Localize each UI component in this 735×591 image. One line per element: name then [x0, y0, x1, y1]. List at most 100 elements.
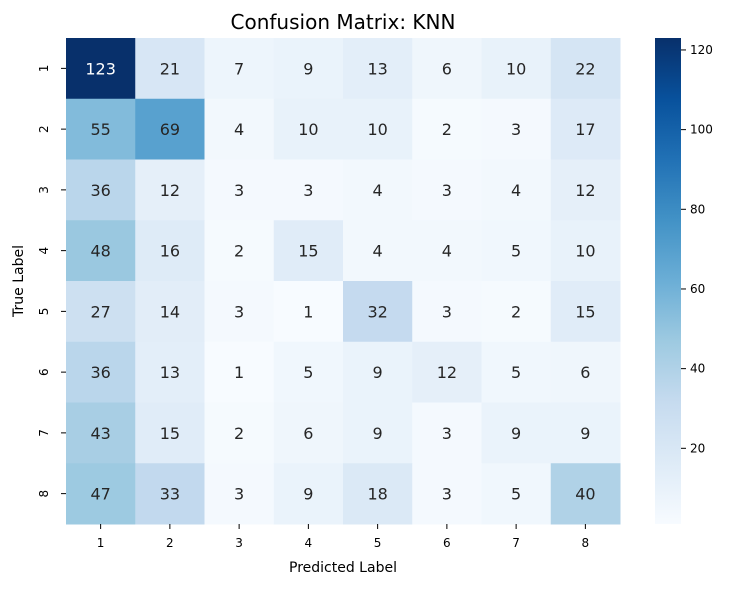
heatmap-cell-r4-c6 — [412, 220, 482, 282]
cell-value-label: 15 — [160, 424, 180, 443]
heatmap-cell-r3-c4 — [273, 159, 344, 221]
heatmap-cell-r2-c4 — [273, 98, 344, 160]
heatmap-cell-r6-c6 — [412, 341, 482, 403]
cell-value-label: 33 — [160, 485, 180, 504]
cell-value-label: 40 — [575, 485, 595, 504]
heatmap-cell-r7-c3 — [204, 402, 275, 464]
cell-value-label: 12 — [575, 181, 595, 200]
colorbar-tick-label: 20 — [690, 441, 705, 455]
cell-value-label: 16 — [160, 242, 180, 261]
heatmap-cell-r3-c2 — [135, 159, 205, 221]
heatmap-cell-r1-c5 — [343, 38, 413, 100]
heatmap-cell-r1-c2 — [135, 38, 205, 100]
cell-value-label: 3 — [442, 181, 452, 200]
heatmap-cell-r3-c6 — [412, 159, 482, 221]
cell-value-label: 47 — [90, 485, 110, 504]
cell-value-label: 3 — [511, 120, 521, 139]
y-tick-label: 3 — [37, 186, 51, 194]
heatmap-cell-r1-c1 — [66, 38, 136, 100]
colorbar-tick-label: 60 — [690, 282, 705, 296]
cell-value-label: 2 — [442, 120, 452, 139]
x-tick-label: 5 — [374, 536, 382, 550]
colorbar-gradient-bar — [655, 38, 681, 524]
cell-value-label: 13 — [367, 59, 387, 78]
cell-value-label: 12 — [160, 181, 180, 200]
cell-value-label: 5 — [511, 363, 521, 382]
cell-value-label: 1 — [303, 302, 313, 321]
cell-value-label: 36 — [90, 181, 110, 200]
heatmap-cell-r5-c4 — [273, 281, 344, 343]
heatmap-cell-r2-c6 — [412, 98, 482, 160]
y-axis: 1 2 3 4 5 6 7 8 — [37, 65, 66, 497]
x-tick-label: 8 — [582, 536, 590, 550]
cell-value-label: 9 — [511, 424, 521, 443]
heatmap-cell-r2-c7 — [481, 98, 552, 160]
y-tick-label: 1 — [37, 65, 51, 73]
heatmap-cell-r3-c8 — [550, 159, 621, 221]
heatmap-cell-r6-c4 — [273, 341, 344, 403]
y-tick-label: 6 — [37, 368, 51, 376]
heatmap-cell-r2-c5 — [343, 98, 413, 160]
heatmap-cell-r8-c4 — [273, 463, 344, 525]
heatmap-cell-r5-c2 — [135, 281, 205, 343]
x-tick-label: 1 — [97, 536, 105, 550]
heatmap-cell-r6-c1 — [66, 341, 136, 403]
colorbar-tick-label: 80 — [690, 202, 705, 216]
cell-value-label: 3 — [442, 302, 452, 321]
cell-value-label: 22 — [575, 59, 595, 78]
chart-title: Confusion Matrix: KNN — [231, 10, 456, 34]
cell-value-label: 9 — [303, 485, 313, 504]
heatmap-cell-r3-c1 — [66, 159, 136, 221]
heatmap-cell-r6-c7 — [481, 341, 552, 403]
cell-value-label: 27 — [90, 302, 110, 321]
cell-value-label: 5 — [511, 242, 521, 261]
cell-value-label: 14 — [160, 302, 180, 321]
heatmap-cell-r1-c6 — [412, 38, 482, 100]
cell-value-label: 55 — [90, 120, 110, 139]
cell-value-label: 3 — [234, 302, 244, 321]
heatmap-cell-r4-c4 — [273, 220, 344, 282]
heatmap-cell-r7-c8 — [550, 402, 621, 464]
colorbar-tick-label: 120 — [690, 43, 713, 57]
heatmap-cell-r4-c1 — [66, 220, 136, 282]
cell-value-label: 4 — [373, 181, 383, 200]
x-axis: 1 2 3 4 5 6 7 8 — [97, 524, 589, 550]
heatmap-cell-r3-c7 — [481, 159, 552, 221]
heatmap-cell-r6-c3 — [204, 341, 275, 403]
heatmap-cell-r5-c1 — [66, 281, 136, 343]
cell-value-label: 4 — [511, 181, 521, 200]
heatmap-cell-r7-c7 — [481, 402, 552, 464]
x-tick-label: 4 — [305, 536, 313, 550]
cell-value-label: 12 — [437, 363, 457, 382]
heatmap-cell-r8-c2 — [135, 463, 205, 525]
x-axis-label: Predicted Label — [289, 560, 397, 576]
y-tick-label: 5 — [37, 308, 51, 316]
cell-value-label: 3 — [442, 424, 452, 443]
cell-value-label: 17 — [575, 120, 595, 139]
cell-value-label: 6 — [442, 59, 452, 78]
cell-value-label: 48 — [90, 242, 110, 261]
cell-value-label: 13 — [160, 363, 180, 382]
cell-value-label: 43 — [90, 424, 110, 443]
heatmap-cell-r5-c7 — [481, 281, 552, 343]
cell-value-label: 15 — [575, 302, 595, 321]
cell-value-label: 9 — [580, 424, 590, 443]
heatmap-cell-r2-c1 — [66, 98, 136, 160]
cell-value-label: 10 — [506, 59, 526, 78]
y-axis-label: True Label — [11, 245, 27, 318]
y-tick-label: 7 — [37, 429, 51, 437]
cell-value-label: 4 — [442, 242, 452, 261]
x-tick-label: 7 — [512, 536, 520, 550]
cell-value-label: 32 — [367, 302, 387, 321]
cell-value-label: 4 — [234, 120, 244, 139]
heatmap-cell-r8-c7 — [481, 463, 552, 525]
cell-value-label: 6 — [303, 424, 313, 443]
heatmap-cell-r1-c8 — [550, 38, 621, 100]
cell-value-label: 2 — [234, 242, 244, 261]
heatmap-cell-r6-c5 — [343, 341, 413, 403]
cell-value-label: 9 — [303, 59, 313, 78]
heatmap-cell-r5-c3 — [204, 281, 275, 343]
cell-value-label: 3 — [234, 181, 244, 200]
heatmap-cell-r7-c4 — [273, 402, 344, 464]
